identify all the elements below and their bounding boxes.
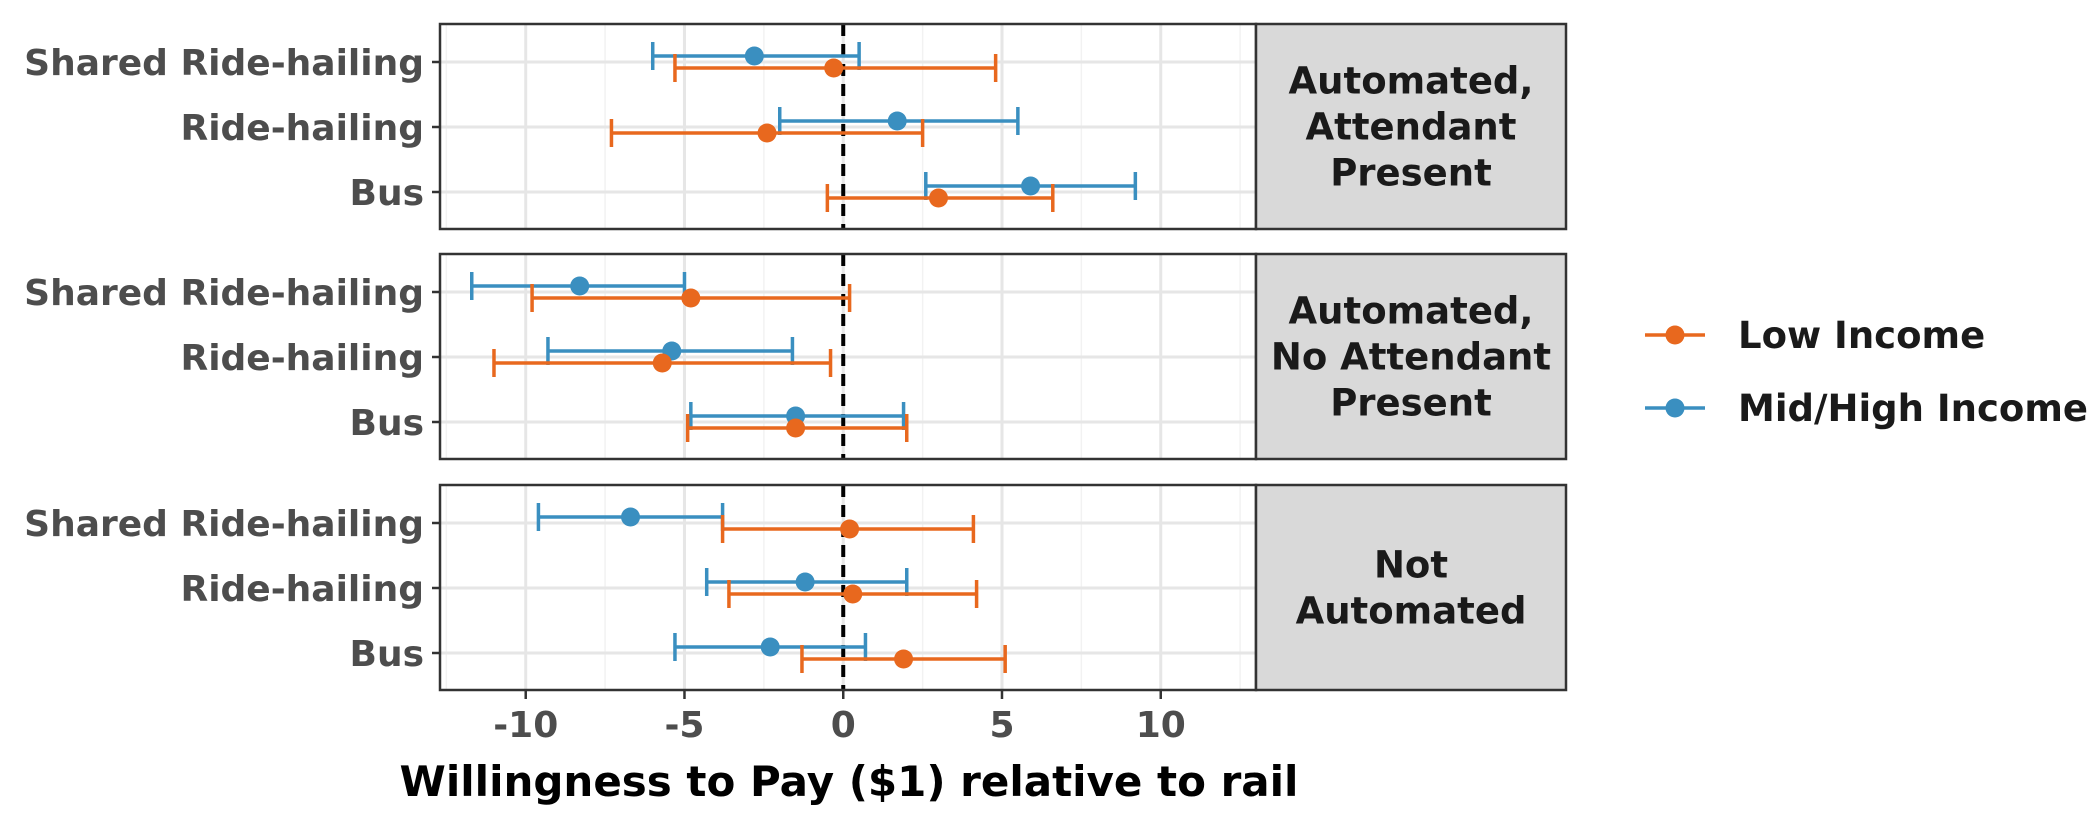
point-estimate xyxy=(744,46,764,66)
error-bar xyxy=(720,515,976,543)
point-estimate xyxy=(570,276,590,296)
legend-label: Low Income xyxy=(1738,314,1985,357)
y-tick-label: Bus xyxy=(350,403,425,444)
legend-label: Mid/High Income xyxy=(1738,387,2088,430)
facet-strip-label-line: Automated xyxy=(1296,590,1527,633)
x-tick-label: -10 xyxy=(493,705,558,746)
point-estimate xyxy=(652,353,672,373)
point-estimate xyxy=(928,188,948,208)
error-bar xyxy=(673,633,868,661)
error-bar xyxy=(800,645,1007,673)
facet-strip-label-line: Present xyxy=(1330,152,1492,195)
x-tick-label: 0 xyxy=(831,705,856,746)
facet-panel: Shared Ride-hailing Ride-hailing Bus Automa… xyxy=(24,252,1568,461)
facet-strip xyxy=(1254,483,1568,692)
facet-strip-label: Not Automated xyxy=(1296,544,1527,633)
y-tick-label: Shared Ride-hailing xyxy=(24,43,424,84)
y-tick-label: Ride-hailing xyxy=(180,108,424,149)
error-bar xyxy=(777,107,1020,135)
y-tick-label: Bus xyxy=(350,173,425,214)
error-bar xyxy=(530,284,852,312)
error-bar xyxy=(704,568,909,596)
x-axis: -10 -5 0 5 10 xyxy=(493,690,1186,746)
point-estimate xyxy=(786,418,806,438)
point-estimate xyxy=(1021,176,1041,196)
x-tick-label: 10 xyxy=(1136,705,1186,746)
facet-strip xyxy=(1254,22,1568,231)
error-bar xyxy=(609,119,925,147)
x-tick-label: 5 xyxy=(989,705,1014,746)
facet-strip-label-line: Present xyxy=(1330,382,1492,425)
y-tick-label: Ride-hailing xyxy=(180,338,424,379)
x-axis-title: Willingness to Pay ($1) relative to rail xyxy=(400,757,1299,806)
error-bar xyxy=(685,414,909,442)
error-bar xyxy=(536,503,725,531)
error-bar xyxy=(924,172,1138,200)
facet-strip-label-line: Automated, xyxy=(1289,290,1534,333)
y-tick-label: Shared Ride-hailing xyxy=(24,504,424,545)
error-bar xyxy=(727,580,979,608)
y-tick-label: Shared Ride-hailing xyxy=(24,273,424,314)
error-bar xyxy=(825,184,1055,212)
x-tick-label: -5 xyxy=(664,705,704,746)
legend: Low Income Mid/High Income xyxy=(1645,314,2088,430)
legend-item: Mid/High Income xyxy=(1645,387,2088,430)
facet-strip-label-line: Automated, xyxy=(1289,60,1534,103)
facet-panel: Shared Ride-hailing Ride-hailing Bus Automa… xyxy=(24,22,1568,231)
point-estimate xyxy=(887,111,907,131)
error-bar xyxy=(673,54,998,82)
facet-panel: Shared Ride-hailing Ride-hailing Bus Not Aut… xyxy=(24,483,1568,692)
legend-item: Low Income xyxy=(1645,314,1985,357)
point-estimate xyxy=(621,507,641,527)
y-tick-label: Ride-hailing xyxy=(180,569,424,610)
point-estimate xyxy=(760,637,780,657)
facet-strip-label: Automated, Attendant Present xyxy=(1289,60,1534,195)
error-bar xyxy=(492,349,833,377)
point-estimate xyxy=(795,572,815,592)
legend-key-point xyxy=(1665,325,1685,345)
facet-strip-label: Automated, No Attendant Present xyxy=(1271,290,1551,425)
legend-key-point xyxy=(1665,398,1685,418)
facet-panels: Shared Ride-hailing Ride-hailing Bus Automa… xyxy=(24,22,1568,692)
point-estimate xyxy=(843,584,863,604)
error-bar xyxy=(650,42,861,70)
point-estimate xyxy=(894,649,914,669)
point-estimate xyxy=(757,123,777,143)
point-estimate xyxy=(824,58,844,78)
facet-strip-label-line: Attendant xyxy=(1306,106,1517,149)
point-estimate xyxy=(681,288,701,308)
point-estimate xyxy=(840,519,860,539)
facet-strip-label-line: Not xyxy=(1374,544,1448,587)
facet-strip-label-line: No Attendant xyxy=(1271,336,1551,379)
facet-strip xyxy=(1254,252,1568,461)
y-tick-label: Bus xyxy=(350,634,425,675)
